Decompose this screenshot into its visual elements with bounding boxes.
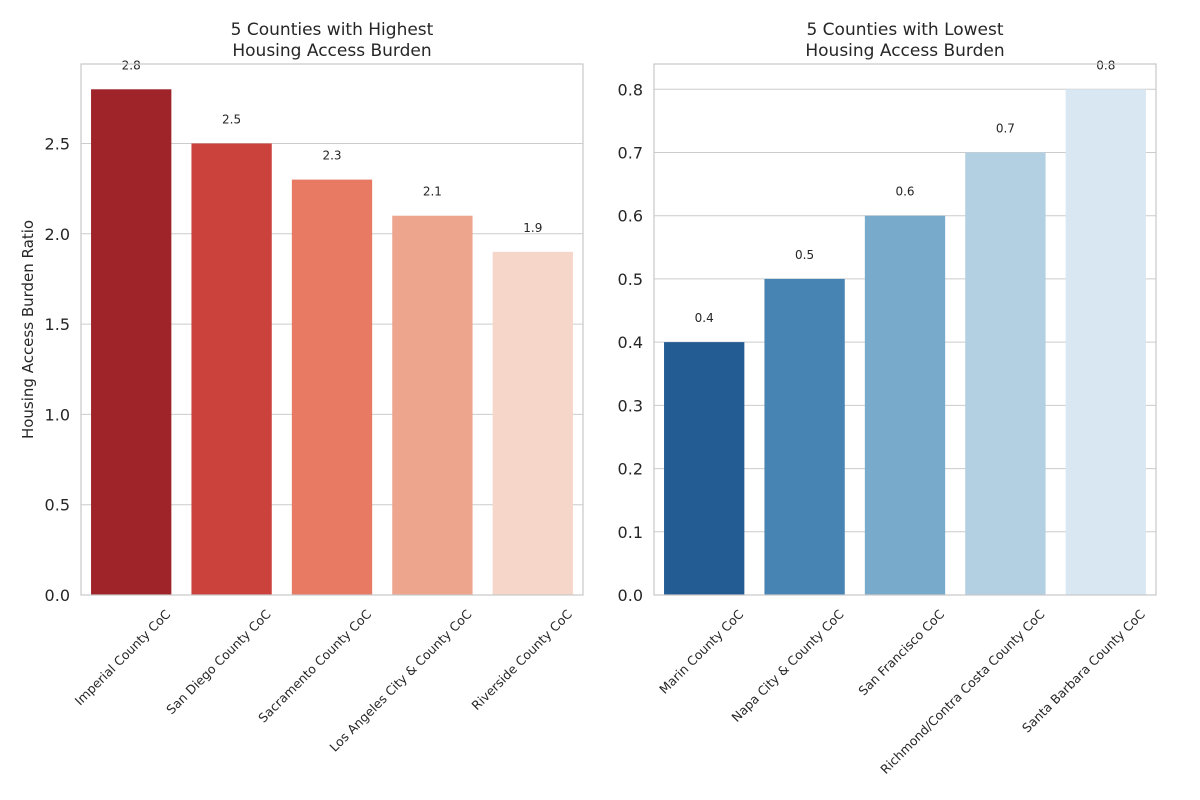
bar-value-label: 2.1 <box>423 185 442 199</box>
bar <box>864 215 946 595</box>
y-tick-label: 0.6 <box>618 207 643 226</box>
y-tick-label: 0.8 <box>618 80 643 99</box>
x-tick-label: Riverside County CoC <box>468 606 575 713</box>
y-axis-label: Housing Access Burden Ratio <box>19 220 37 439</box>
axes-frame <box>653 63 1157 596</box>
chart-title-line: 5 Counties with Lowest <box>806 20 1003 40</box>
x-tick-label: Richmond/Contra Costa County CoC <box>877 606 1047 776</box>
y-tick-label: 2.0 <box>45 225 70 244</box>
bar-value-label: 0.4 <box>695 311 714 325</box>
y-tick-label: 0.0 <box>618 586 643 605</box>
bar-value-label: 2.5 <box>222 112 241 126</box>
x-tick-label: Imperial County CoC <box>72 606 174 708</box>
bar-value-label: 2.8 <box>122 58 141 72</box>
chart-title-line: Housing Access Burden <box>232 41 431 61</box>
y-tick-label: 1.0 <box>45 405 70 424</box>
bar <box>965 152 1046 595</box>
bar <box>664 342 745 595</box>
y-tick-label: 0.3 <box>618 396 643 415</box>
x-tick-label: San Diego County CoC <box>163 606 274 717</box>
chart-title-line: Housing Access Burden <box>805 41 1004 61</box>
bar <box>91 89 172 596</box>
bar-value-label: 0.7 <box>996 122 1015 136</box>
y-tick-label: 0.2 <box>618 460 643 479</box>
chart-highest-burden: 2.8 2.5 2.3 2.1 1.9 0.0 0.5 1.0 1.5 2.0 2.5 Imperia… <box>19 20 584 755</box>
bar-value-label: 1.9 <box>523 221 542 235</box>
axes-frame <box>80 63 584 596</box>
bar-value-label: 2.3 <box>322 149 341 163</box>
bar-value-label: 0.6 <box>895 185 914 199</box>
y-tick-label: 0.5 <box>45 496 70 515</box>
y-tick-label: 0.5 <box>618 270 643 289</box>
chart-title-line: 5 Counties with Highest <box>231 20 434 40</box>
chart-lowest-burden: 0.4 0.5 0.6 0.7 0.8 0.0 0.1 0.2 0.3 0.4 0.5 0.6 0.7 0… <box>618 20 1157 777</box>
bar-value-label: 0.5 <box>795 248 814 262</box>
bar <box>392 215 473 595</box>
y-tick-label: 1.5 <box>45 315 70 334</box>
bar <box>764 278 845 595</box>
x-tick-label: Marin County CoC <box>656 606 746 696</box>
y-tick-label: 0.0 <box>45 586 70 605</box>
bar-value-label: 0.8 <box>1096 58 1115 72</box>
bar <box>191 143 272 595</box>
x-tick-label: San Francisco CoC <box>855 606 947 698</box>
bar <box>1065 89 1146 596</box>
x-tick-label: Napa City & County CoC <box>728 606 847 725</box>
x-tick-label: Sacramento County CoC <box>255 606 374 725</box>
y-tick-label: 0.1 <box>618 523 643 542</box>
y-tick-label: 0.4 <box>618 333 643 352</box>
y-tick-label: 0.7 <box>618 144 643 163</box>
bar <box>492 251 573 595</box>
bar <box>291 179 373 595</box>
y-tick-label: 2.5 <box>45 134 70 153</box>
